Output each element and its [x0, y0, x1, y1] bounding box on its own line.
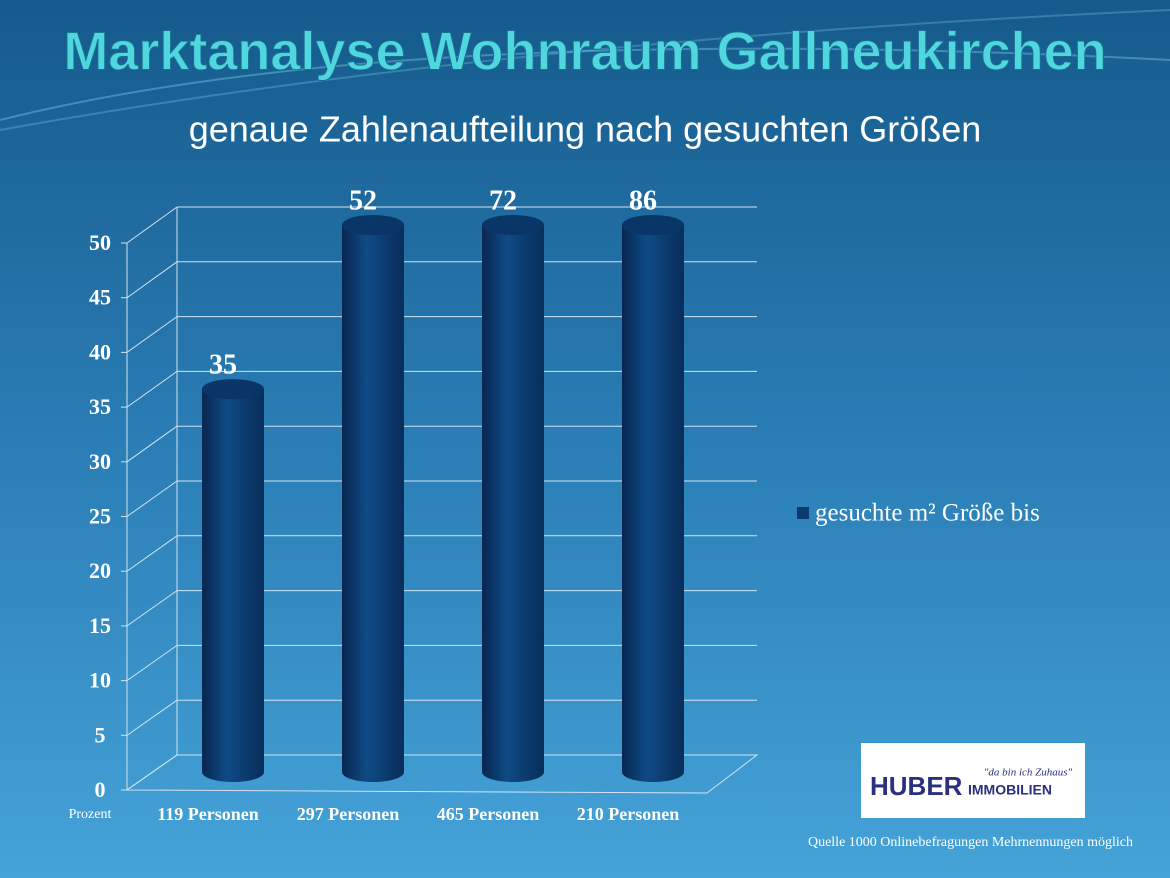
- bar: [202, 389, 264, 782]
- y-tick-label: 10: [89, 668, 111, 693]
- grid-line: [126, 316, 178, 353]
- y-tick-label: 5: [95, 722, 106, 747]
- legend-swatch: [797, 507, 809, 519]
- data-label: 35: [209, 350, 237, 381]
- grid-line: [126, 206, 178, 244]
- bar-cap: [202, 379, 264, 400]
- grid-line: [126, 425, 178, 463]
- decor: [0, 9, 1170, 131]
- y-tick-label: 35: [89, 394, 111, 419]
- bar: [622, 225, 684, 782]
- y-tick-label: 40: [89, 339, 111, 364]
- bars: [202, 225, 684, 782]
- logo-brand: HUBER: [870, 771, 963, 801]
- logo-slogan: "da bin ich Zuhaus": [984, 767, 1073, 779]
- y-tick-label: 45: [89, 285, 111, 310]
- bar-cap: [482, 215, 544, 235]
- grid-line: [126, 535, 178, 572]
- chart-title: Marktanalyse Wohnraum Gallneukirchen: [63, 21, 1106, 81]
- x-tick-label: 297 Personen: [297, 804, 400, 824]
- bar: [482, 225, 544, 782]
- x-tick-label: 119 Personen: [157, 804, 259, 824]
- decor: [0, 47, 1170, 121]
- y-tick-label: 0: [95, 777, 106, 802]
- data-label: 52: [349, 185, 377, 216]
- y-tick-label: 50: [89, 230, 111, 255]
- source: Quelle 1000 Onlinebefragungen Mehrnennun…: [808, 835, 1133, 850]
- grid-line: [126, 754, 178, 791]
- data-label: 72: [489, 185, 517, 216]
- bar-cap: [622, 215, 684, 235]
- grid-line: [126, 370, 178, 408]
- grid-line: [126, 644, 178, 682]
- x-tick-label: 465 Personen: [437, 804, 540, 824]
- bar: [342, 225, 404, 782]
- y-tick-label: 20: [89, 558, 111, 583]
- x-tick-label: 210 Personen: [577, 804, 680, 824]
- grid-line: [126, 480, 178, 517]
- y-axis-label: Prozent: [69, 807, 112, 822]
- bar-cap: [342, 215, 404, 235]
- y-tick-label: 15: [89, 613, 111, 638]
- data-label: 86: [629, 185, 657, 216]
- y-tick-label: 30: [89, 449, 111, 474]
- logo-suffix: IMMOBILIEN: [968, 782, 1052, 798]
- logo-box: [861, 743, 1085, 818]
- chart-subtitle: genaue Zahlenaufteilung nach gesuchten G…: [189, 109, 982, 150]
- legend-label: gesuchte m² Größe bis: [815, 500, 1040, 527]
- grid-line: [126, 699, 178, 736]
- grid-line: [126, 261, 178, 299]
- y-tick-label: 25: [89, 504, 111, 529]
- grid-line: [126, 590, 178, 627]
- logo: HUBER IMMOBILIEN "da bin ich Zuhaus": [861, 743, 1085, 818]
